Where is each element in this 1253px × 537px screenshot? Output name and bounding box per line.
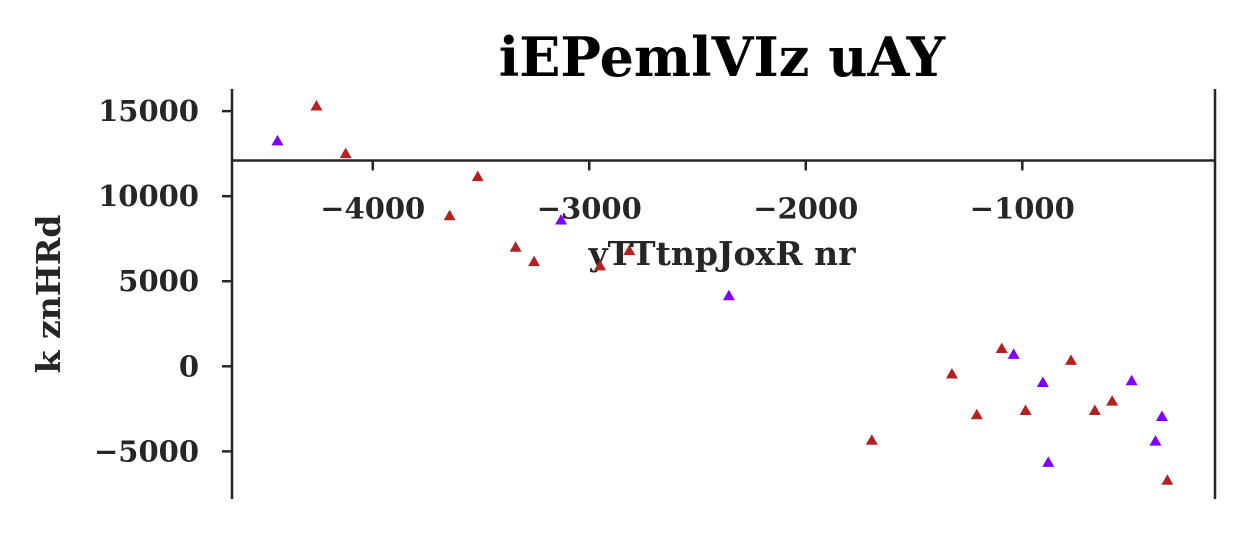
data-point [1042, 456, 1055, 467]
data-point [471, 170, 484, 182]
y-tick-label: 0 [179, 349, 199, 383]
data-point [443, 209, 456, 221]
data-point [1161, 474, 1174, 485]
data-point [1065, 354, 1078, 365]
data-point [1036, 376, 1049, 387]
data-point [1007, 348, 1020, 359]
y-axis-label: k znHRd [29, 215, 68, 374]
data-point [339, 147, 352, 159]
data-point [310, 100, 323, 111]
data-point [1088, 404, 1101, 416]
data-point [271, 134, 284, 146]
x-tick-label: −1000 [970, 191, 1075, 225]
data-point [528, 255, 541, 267]
data-point [970, 408, 983, 420]
data-point [555, 213, 568, 225]
data-point [865, 434, 878, 445]
data-point [722, 289, 735, 301]
data-point [1155, 410, 1168, 421]
data-point [995, 342, 1008, 353]
x-tick-label: −2000 [753, 191, 858, 225]
data-point [1106, 395, 1119, 406]
chart-title: iEPemlVIz uAY [499, 25, 947, 89]
data-point [1149, 435, 1162, 446]
data-point [1125, 374, 1138, 386]
data-points [271, 100, 1174, 485]
data-point [945, 367, 958, 379]
y-ticks: −5000 0 5000 10000 15000 [94, 94, 232, 468]
y-tick-label: −5000 [94, 434, 199, 468]
data-point [594, 259, 607, 271]
data-point [1019, 404, 1032, 416]
y-tick-label: 10000 [98, 179, 199, 213]
data-point [623, 244, 636, 256]
x-tick-label: −3000 [537, 191, 642, 225]
x-tick-label: −4000 [320, 191, 425, 225]
y-tick-label: 15000 [98, 94, 199, 128]
y-tick-label: 5000 [118, 264, 199, 298]
data-point [509, 241, 522, 252]
axes [230, 89, 1217, 499]
x-ticks: −4000 −3000 −2000 −1000 [320, 160, 1075, 225]
